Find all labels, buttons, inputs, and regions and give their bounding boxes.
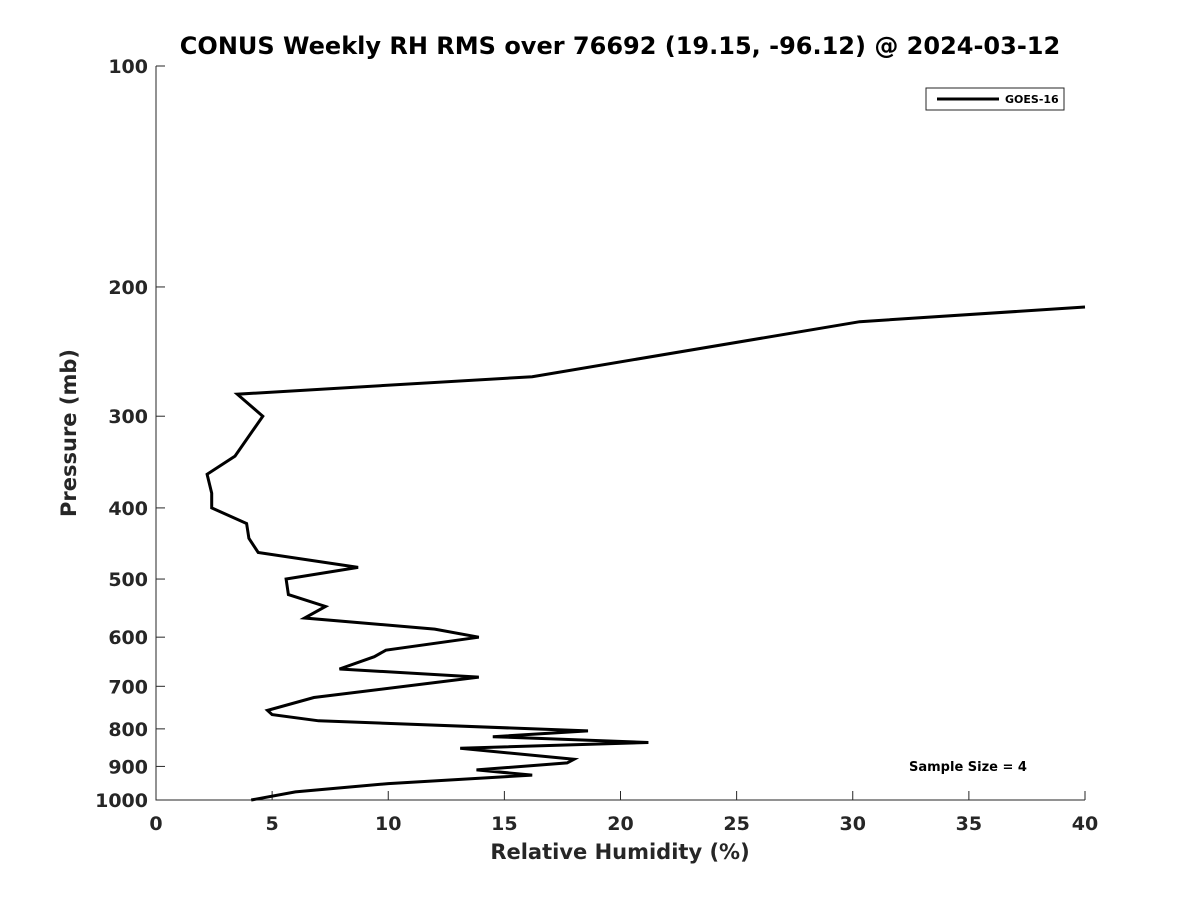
axes-frame — [155, 66, 1085, 801]
x-tick-label: 30 — [840, 813, 866, 835]
x-axis-label: Relative Humidity (%) — [490, 840, 749, 864]
x-tick-label: 35 — [956, 813, 982, 835]
series-lines — [205, 305, 1086, 802]
y-tick-label: 1000 — [95, 790, 148, 812]
y-tick-label: 500 — [108, 569, 148, 591]
y-tick-label: 200 — [108, 277, 148, 299]
chart-title: CONUS Weekly RH RMS over 76692 (19.15, -… — [180, 32, 1060, 60]
y-tick-label: 700 — [108, 676, 148, 698]
y-tick-label: 800 — [108, 719, 148, 741]
y-tick-label: 900 — [108, 756, 148, 778]
sample-size-annotation: Sample Size = 4 — [909, 760, 1027, 775]
x-tick-label: 40 — [1072, 813, 1098, 835]
y-tick-label: 300 — [108, 406, 148, 428]
x-axis-ticks: 0 5 10 15 20 25 30 35 40 — [149, 791, 1098, 835]
x-tick-label: 0 — [149, 813, 162, 835]
y-tick-label: 600 — [108, 627, 148, 649]
y-tick-label: 400 — [108, 498, 148, 520]
y-axis-label: Pressure (mb) — [57, 349, 81, 517]
y-axis-ticks: 100 200 300 400 500 600 700 800 900 1000 — [95, 56, 165, 812]
x-tick-label: 25 — [723, 813, 749, 835]
x-tick-label: 15 — [491, 813, 517, 835]
legend-label: GOES-16 — [1005, 93, 1059, 106]
x-tick-label: 5 — [266, 813, 279, 835]
x-tick-label: 10 — [375, 813, 401, 835]
x-tick-label: 20 — [607, 813, 633, 835]
series-line-goes-16 — [205, 305, 1086, 802]
y-tick-label: 100 — [108, 56, 148, 78]
legend: GOES-16 — [925, 87, 1065, 111]
